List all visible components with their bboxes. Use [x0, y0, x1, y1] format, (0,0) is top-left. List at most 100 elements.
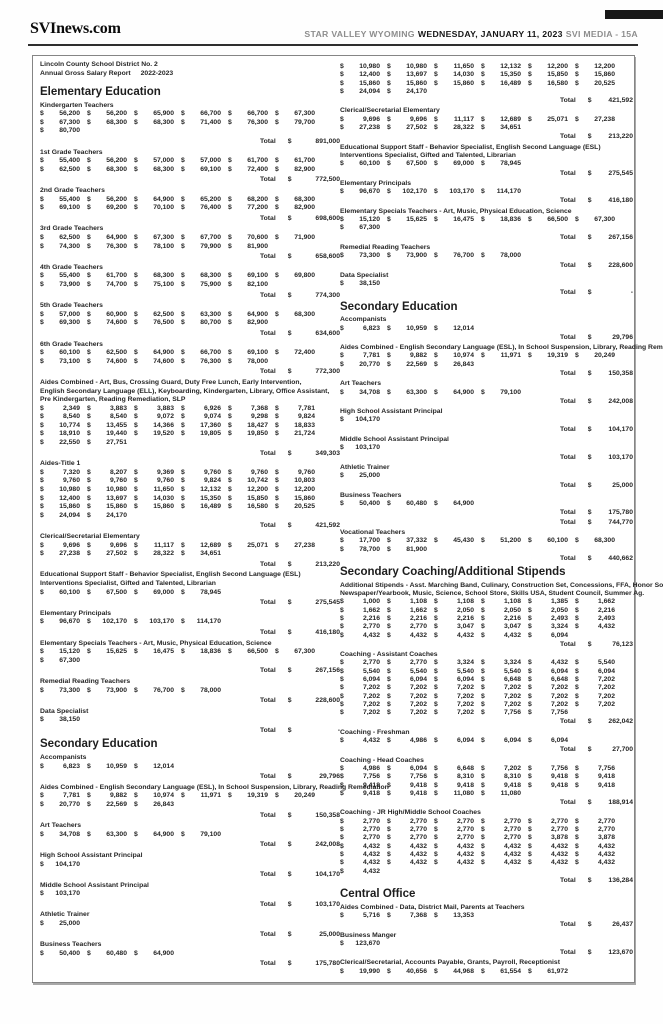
currency-symbol: $	[40, 127, 44, 135]
salary-cell: $2,493	[528, 615, 575, 623]
salary-value: 13,353	[453, 911, 474, 919]
salary-group: Business Manger $123,670 Total $123,670	[340, 932, 633, 958]
salary-cell: $6,094	[575, 668, 622, 676]
salary-value: 60,100	[359, 160, 380, 168]
salary-cell: $2,770	[387, 623, 434, 631]
salary-cell: $17,700	[340, 537, 387, 545]
salary-value: 7,781	[62, 792, 80, 800]
currency-symbol: $	[587, 921, 592, 929]
salary-cell: $7,202	[575, 701, 622, 709]
total-label: Total	[560, 640, 576, 648]
total-amount: 891,000	[315, 138, 340, 146]
salary-group: 5th Grade Teachers $57,000 $60,900 $62,500 $…	[40, 302, 340, 338]
group-heading: Vocational Teachers	[340, 529, 406, 537]
total-amount: 213,220	[608, 133, 633, 141]
salary-value: 9,072	[156, 413, 174, 421]
currency-symbol: $	[87, 421, 91, 429]
salary-cell: $11,080	[481, 790, 528, 798]
currency-symbol: $	[387, 545, 391, 553]
currency-symbol: $	[528, 967, 532, 975]
salary-cell: $7,202	[340, 701, 387, 709]
salary-cell: $34,651	[181, 550, 228, 559]
salary-group: Clerical/Secretarial Elementary $9,696 $9,…	[40, 533, 340, 569]
currency-symbol: $	[181, 494, 185, 502]
salary-value: 7,202	[550, 684, 568, 692]
dateline-location: STAR VALLEY WYOMING	[304, 29, 415, 39]
total-row: Total $213,220	[40, 561, 340, 570]
salary-row: $9,760 $9,760 $9,760 $9,824 $10,742 $10,803	[40, 477, 340, 486]
salary-value: 9,418	[597, 773, 615, 781]
salary-value: 9,760	[250, 468, 268, 476]
salary-cell: $60,100	[40, 349, 87, 358]
currency-symbol: $	[40, 800, 44, 808]
salary-value: 50,400	[359, 500, 380, 508]
currency-symbol: $	[40, 204, 44, 212]
salary-cell: $70,100	[134, 204, 181, 213]
salary-cell: $67,500	[387, 160, 434, 168]
salary-value: 6,094	[550, 631, 568, 639]
salary-value: 4,432	[503, 631, 521, 639]
salary-cell: $22,550	[40, 439, 87, 448]
currency-symbol: $	[481, 709, 485, 717]
currency-symbol: $	[481, 781, 485, 789]
currency-symbol: $	[275, 541, 279, 549]
currency-symbol: $	[340, 115, 344, 123]
currency-symbol: $	[275, 494, 279, 502]
currency-symbol: $	[275, 421, 279, 429]
currency-symbol: $	[575, 842, 579, 850]
currency-symbol: $	[340, 764, 344, 772]
currency-symbol: $	[134, 404, 138, 412]
currency-symbol: $	[40, 486, 44, 494]
salary-cell: $2,216	[434, 615, 481, 623]
currency-symbol: $	[228, 413, 232, 421]
currency-symbol: $	[40, 656, 44, 664]
currency-symbol: $	[40, 242, 44, 250]
salary-value: 66,700	[200, 349, 221, 357]
salary-cell: $4,432	[528, 843, 575, 851]
currency-symbol: $	[134, 430, 138, 438]
salary-cell: $64,900	[434, 389, 481, 397]
salary-cell: $13,353	[434, 912, 481, 920]
currency-symbol: $	[434, 684, 438, 692]
salary-row: $6,823 $10,959 $12,014	[340, 325, 633, 333]
salary-cell: $12,200	[228, 486, 275, 495]
currency-symbol: $	[87, 486, 91, 494]
total-amount: 188,914	[608, 799, 633, 807]
salary-value: 74,600	[153, 357, 174, 365]
currency-symbol: $	[134, 280, 138, 288]
salary-cell: $9,072	[134, 413, 181, 422]
currency-symbol: $	[481, 598, 485, 606]
salary-value: 10,959	[406, 324, 427, 332]
currency-symbol: $	[528, 817, 532, 825]
currency-symbol: $	[434, 598, 438, 606]
salary-cell: $82,900	[228, 319, 275, 328]
salary-cell: $9,696	[340, 116, 387, 124]
salary-row: $7,202 $7,202 $7,202 $7,202 $7,202 $7,202	[340, 684, 633, 692]
group-heading: 2nd Grade Teachers	[40, 187, 105, 195]
total-label: Total	[260, 930, 276, 938]
salary-value: 7,781	[297, 404, 315, 412]
group-heading: Elementary Specials Teachers - Art, Musi…	[40, 639, 272, 647]
salary-row: $4,432 $4,432 $4,432 $4,432 $4,432 $4,432	[340, 851, 633, 859]
currency-symbol: $	[275, 195, 279, 203]
salary-value: 82,900	[294, 165, 315, 173]
currency-symbol: $	[387, 764, 391, 772]
report-title-line: Annual Gross Salary Report 2022-2023	[40, 70, 340, 79]
salary-value: 2,216	[456, 614, 474, 622]
salary-cell: $69,100	[228, 349, 275, 358]
salary-value: 2,770	[550, 817, 568, 825]
currency-symbol: $	[340, 709, 344, 717]
salary-cell: $7,202	[340, 684, 387, 692]
salary-row: $38,150	[40, 716, 340, 725]
salary-value: 7,756	[362, 773, 380, 781]
currency-symbol: $	[87, 541, 91, 549]
salary-value: 4,432	[362, 867, 380, 875]
salary-cell: $38,150	[340, 280, 387, 288]
salary-cell: $2,770	[340, 623, 387, 631]
salary-cell: $7,368	[228, 405, 275, 414]
currency-symbol: $	[275, 272, 279, 280]
currency-symbol: $	[387, 911, 391, 919]
salary-value: 7,202	[503, 684, 521, 692]
salary-cell: $1,662	[575, 598, 622, 606]
currency-symbol: $	[575, 817, 579, 825]
